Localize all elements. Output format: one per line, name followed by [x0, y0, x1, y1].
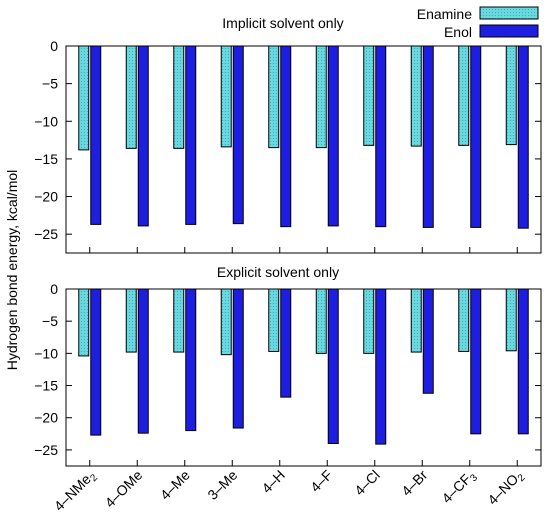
- bar-enamine: [220, 288, 232, 356]
- bar-enamine: [173, 45, 185, 149]
- x-tick-label: 4–Br: [398, 467, 430, 499]
- y-tick-label: −25: [34, 226, 58, 242]
- bar-enamine: [125, 288, 137, 353]
- bar-enamine: [125, 45, 137, 149]
- panel-title-explicit: Explicit solvent only: [217, 264, 339, 280]
- x-tick-label: 4–NMe2: [51, 466, 101, 516]
- bar-enol: [137, 288, 149, 434]
- panel-title-implicit: Implicit solvent only: [222, 15, 343, 31]
- bar-enamine: [268, 288, 280, 352]
- plot-frame: [65, 288, 542, 467]
- bar-enol: [470, 45, 482, 228]
- bar-enol: [185, 45, 197, 225]
- bar-enol: [280, 288, 292, 398]
- x-tick-labels: 4–NMe2 4–OMe 4–Me 3–Me 4–H 4–F 4–Cl 4–Br 4–CF3 4–…: [51, 466, 528, 516]
- bar-enol: [232, 288, 244, 429]
- y-tick-label: 0: [50, 38, 58, 54]
- bar-enamine: [315, 288, 327, 354]
- y-tick-label: −20: [34, 410, 58, 426]
- bar-enamine: [78, 45, 90, 151]
- bar-enol: [90, 288, 102, 436]
- legend-label-enol: Enol: [444, 24, 472, 40]
- y-tick-label: −15: [34, 151, 58, 167]
- bar-enamine: [78, 288, 90, 357]
- x-tick-label: 4–CF3: [438, 466, 480, 508]
- bar-enamine: [410, 45, 422, 147]
- x-tick-label: 4–H: [258, 467, 287, 496]
- bar-enamine: [315, 45, 327, 149]
- plot-frame: [65, 45, 542, 254]
- legend-swatch-enol: [479, 24, 539, 38]
- x-tick-label: 4–Me: [157, 467, 193, 503]
- legend-label-enamine: Enamine: [417, 6, 472, 22]
- bar-enamine: [363, 45, 375, 146]
- bar-enol: [232, 45, 244, 225]
- bar-enamine: [458, 288, 470, 352]
- y-tick-label: −5: [42, 76, 58, 92]
- x-tick-label: 4–F: [307, 467, 335, 495]
- bar-enol: [517, 45, 529, 229]
- bar-enol: [327, 288, 339, 444]
- bar-enamine: [220, 45, 232, 148]
- panel-explicit: 0 −5 −10 −15 −20 −25: [34, 281, 542, 467]
- y-tick-label: −10: [34, 113, 58, 129]
- bar-enamine: [505, 288, 517, 352]
- bar-enamine: [410, 288, 422, 353]
- x-tick-label: 3–Me: [204, 467, 240, 503]
- legend-swatch-enamine: [479, 6, 539, 20]
- x-tick-label: 4–OMe: [102, 467, 146, 511]
- bar-enamine: [505, 45, 517, 146]
- legend: Enamine Enol: [417, 6, 539, 40]
- y-tick-label: −10: [34, 345, 58, 361]
- y-tick-label: 0: [50, 281, 58, 297]
- bar-enol: [517, 288, 529, 435]
- y-tick-label: −5: [42, 313, 58, 329]
- y-tick-label: −20: [34, 189, 58, 205]
- bar-enol: [422, 288, 434, 394]
- bar-enol: [375, 288, 387, 445]
- y-tick-label: −15: [34, 378, 58, 394]
- bar-enamine: [458, 45, 470, 146]
- bar-enol: [280, 45, 292, 228]
- bar-enol: [422, 45, 434, 228]
- bar-enol: [185, 288, 197, 432]
- bar-enol: [90, 45, 102, 225]
- bar-enol: [375, 45, 387, 228]
- bar-enol: [327, 45, 339, 227]
- x-tick-label: 4–Cl: [351, 467, 383, 499]
- bar-enamine: [363, 288, 375, 354]
- y-axis-label: Hydrogen bond energy, kcal/mol: [4, 170, 20, 371]
- x-tick-label: 4–NO2: [484, 466, 528, 510]
- panel-implicit: 0 −5 −10 −15 −20 −25: [34, 38, 542, 254]
- bar-enol: [137, 45, 149, 227]
- bar-enol: [470, 288, 482, 435]
- y-tick-label: −25: [34, 442, 58, 458]
- bar-enamine: [173, 288, 185, 353]
- bar-enamine: [268, 45, 280, 149]
